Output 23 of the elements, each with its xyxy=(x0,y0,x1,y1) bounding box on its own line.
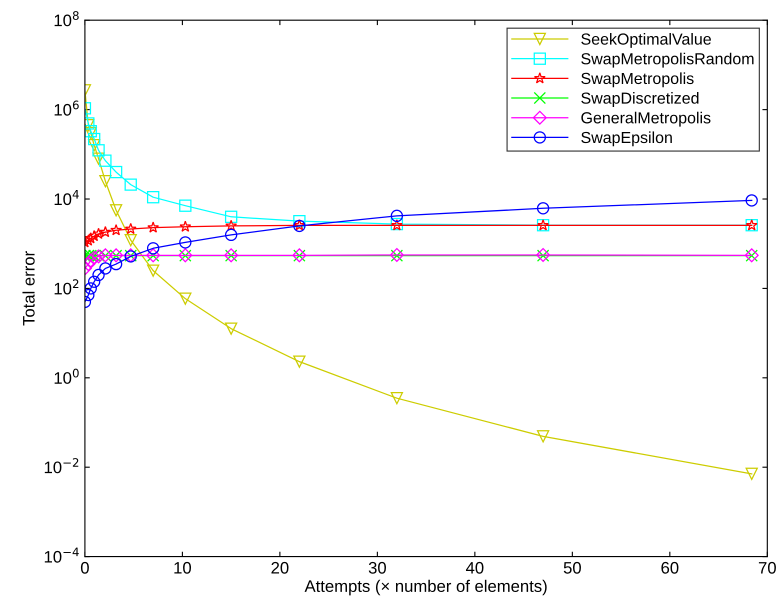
x-tick-label: 30 xyxy=(368,562,386,574)
x-tick-label: 50 xyxy=(564,562,581,574)
y-axis-title: Total error xyxy=(22,251,35,326)
y-tick-label: 10$^{−4}$ xyxy=(44,548,79,563)
x-tick-label: 0 xyxy=(80,562,89,574)
y-tick-label: 10$^{−2}$ xyxy=(44,458,78,474)
x-axis-title: Attempts (× number of elements) xyxy=(304,580,547,596)
x-tick-label: 40 xyxy=(466,562,484,574)
y-tick-label: 10$^{2}$ xyxy=(54,279,78,294)
legend-label: SwapMetropolis xyxy=(581,72,694,88)
x-tick-label: 20 xyxy=(271,562,288,574)
legend-label: SeekOptimalValue xyxy=(581,33,711,48)
legend-label: SwapMetropolisRandom xyxy=(581,52,754,68)
legend-label: GeneralMetropolis xyxy=(581,112,710,127)
legend-label: SwapEpsilon xyxy=(581,131,672,146)
x-tick-label: 70 xyxy=(758,562,776,574)
y-tick-label: 10$^{4}$ xyxy=(54,190,79,206)
y-tick-label: 10$^{6}$ xyxy=(54,100,79,116)
x-tick-label: 60 xyxy=(661,562,678,574)
legend-label: SwapDiscretized xyxy=(581,92,698,107)
y-tick-label: 10$^{0}$ xyxy=(54,368,79,384)
y-tick-label: 10$^{8}$ xyxy=(54,11,79,26)
x-tick-label: 10 xyxy=(174,562,192,574)
